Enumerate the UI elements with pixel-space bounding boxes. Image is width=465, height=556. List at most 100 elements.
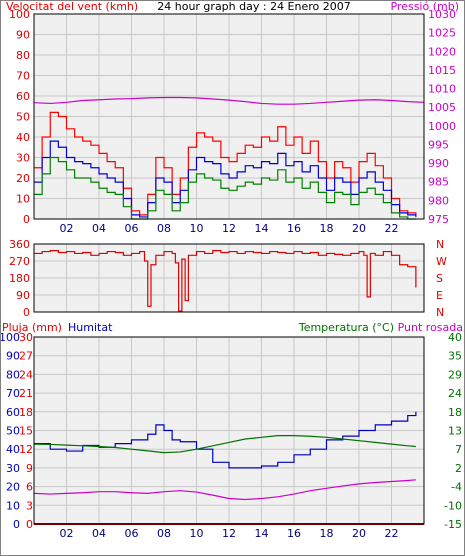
wind-series-3 (33, 96, 425, 105)
temperature-axis-label: Temperatura (°C) (298, 321, 394, 334)
pressure-y-tick-8: 1015 (428, 64, 456, 77)
rain-y-tick-5: 15 (19, 425, 33, 438)
direction-y-tick-2: 180 (9, 272, 30, 285)
temperature-y-tick-0: -15 (444, 518, 462, 531)
wind-y-tick-7: 70 (16, 70, 30, 83)
humidity-y-tick-5: 50 (6, 425, 20, 438)
pressure-y-tick-6: 1005 (428, 101, 456, 114)
direction-y-tick-4: 360 (9, 238, 30, 251)
wind-x-tick-0: 02 (60, 222, 74, 235)
temperature-y-tick-9: 35 (448, 350, 462, 363)
humidity-y-tick-7: 70 (6, 387, 20, 400)
wind-x-tick-9: 20 (352, 222, 366, 235)
wind-y-tick-3: 30 (16, 152, 30, 165)
direction-y-tick-0: 0 (23, 306, 30, 319)
pressure-y-tick-11: 1030 (428, 8, 456, 21)
wind-y-tick-1: 10 (16, 193, 30, 206)
temperature-y-tick-5: 13 (448, 425, 462, 438)
wind-x-tick-10: 22 (385, 222, 399, 235)
climate-x-tick-5: 12 (222, 527, 236, 540)
climate-panel-frame (33, 336, 425, 525)
climate-x-tick-8: 18 (320, 527, 334, 540)
direction-compass-tick-2: S (436, 272, 443, 285)
humidity-y-tick-0: 0 (13, 518, 20, 531)
rain-y-tick-2: 6 (26, 481, 33, 494)
pressure-y-tick-9: 1020 (428, 45, 456, 58)
wind-x-tick-5: 12 (222, 222, 236, 235)
direction-compass-tick-4: N (436, 306, 444, 319)
direction-panel-frame (33, 243, 425, 313)
humidity-y-tick-6: 60 (6, 406, 20, 419)
rain-y-tick-1: 3 (26, 499, 33, 512)
direction-compass-tick-3: E (436, 289, 443, 302)
pressure-y-tick-2: 985 (428, 176, 449, 189)
climate-x-tick-9: 20 (352, 527, 366, 540)
wind-series-1 (34, 140, 417, 218)
wind-y-tick-6: 60 (16, 90, 30, 103)
humidity-y-tick-3: 30 (6, 462, 20, 475)
temperature-y-tick-4: 7 (455, 443, 462, 456)
wind-panel-frame (33, 13, 425, 220)
wind-y-tick-8: 80 (16, 49, 30, 62)
climate-x-tick-4: 10 (190, 527, 204, 540)
rain-y-tick-4: 12 (19, 443, 33, 456)
humidity-y-tick-10: 100 (0, 331, 20, 344)
climate-x-tick-3: 08 (157, 527, 171, 540)
climate-x-tick-1: 04 (92, 527, 106, 540)
wind-y-tick-10: 100 (9, 8, 30, 21)
wind-x-tick-3: 08 (157, 222, 171, 235)
wind-y-tick-4: 40 (16, 131, 30, 144)
humidity-y-tick-8: 80 (6, 368, 20, 381)
direction-series-0 (34, 250, 417, 312)
rain-y-tick-3: 9 (26, 462, 33, 475)
rain-y-tick-9: 27 (19, 350, 33, 363)
rain-y-tick-7: 21 (19, 387, 33, 400)
graph-title: 24 hour graph day : 24 Enero 2007 (157, 0, 351, 13)
direction-compass-tick-0: N (436, 238, 444, 251)
climate-x-tick-7: 16 (287, 527, 301, 540)
wind-y-tick-2: 20 (16, 172, 30, 185)
climate-x-tick-0: 02 (60, 527, 74, 540)
pressure-y-tick-10: 1025 (428, 27, 456, 40)
wind-x-tick-7: 16 (287, 222, 301, 235)
wind-y-tick-0: 0 (23, 213, 30, 226)
humidity-axis-label: Humitat (68, 321, 113, 334)
rain-y-tick-6: 18 (19, 406, 33, 419)
wind-series-0 (34, 111, 417, 216)
temperature-y-tick-3: 2 (455, 462, 462, 475)
climate-x-tick-10: 22 (385, 527, 399, 540)
climate-x-tick-2: 06 (125, 527, 139, 540)
climate-series-1 (33, 435, 416, 454)
temperature-y-tick-6: 18 (448, 406, 462, 419)
climate-x-tick-6: 14 (255, 527, 269, 540)
humidity-y-tick-4: 40 (6, 443, 20, 456)
rain-y-tick-10: 30 (19, 331, 33, 344)
pressure-y-tick-7: 1010 (428, 83, 456, 96)
temperature-y-tick-7: 24 (448, 387, 462, 400)
pressure-y-tick-0: 975 (428, 213, 449, 226)
wind-x-tick-8: 18 (320, 222, 334, 235)
wind-y-tick-5: 50 (16, 111, 30, 124)
wind-x-tick-6: 14 (255, 222, 269, 235)
wind-x-tick-2: 06 (125, 222, 139, 235)
direction-y-tick-3: 270 (9, 255, 30, 268)
pressure-y-tick-3: 990 (428, 157, 449, 170)
humidity-y-tick-1: 10 (6, 499, 20, 512)
climate-series-2 (33, 479, 416, 501)
wind-x-tick-4: 10 (190, 222, 204, 235)
rain-y-tick-0: 0 (26, 518, 33, 531)
dewpoint-axis-label: Punt rosada (398, 321, 463, 334)
temperature-y-tick-8: 29 (448, 368, 462, 381)
direction-compass-tick-1: W (436, 255, 447, 268)
wind-x-tick-1: 04 (92, 222, 106, 235)
rain-y-tick-8: 24 (19, 368, 33, 381)
rain-axis-label: Pluja (mm) (2, 321, 62, 334)
temperature-y-tick-1: -10 (444, 499, 462, 512)
pressure-axis-label: Pressió (mb) (390, 0, 459, 13)
humidity-y-tick-9: 90 (6, 350, 20, 363)
wind-axis-label: Velocitat del vent (kmh) (6, 0, 138, 13)
humidity-y-tick-2: 20 (6, 481, 20, 494)
temperature-y-tick-10: 40 (448, 331, 462, 344)
pressure-y-tick-5: 1000 (428, 120, 456, 133)
